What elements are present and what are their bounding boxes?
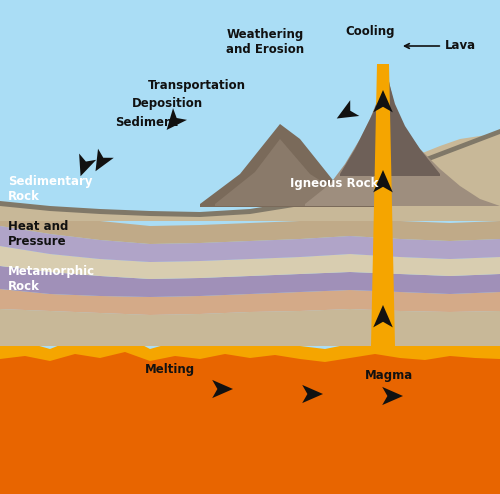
Polygon shape	[382, 387, 403, 405]
Polygon shape	[0, 336, 500, 494]
Text: Weathering
and Erosion: Weathering and Erosion	[226, 28, 304, 56]
Polygon shape	[0, 266, 500, 297]
Polygon shape	[0, 0, 500, 204]
Polygon shape	[373, 305, 393, 328]
Text: Cooling: Cooling	[345, 26, 395, 39]
Text: Melting: Melting	[145, 363, 195, 375]
Polygon shape	[305, 64, 500, 206]
Polygon shape	[96, 149, 114, 171]
Text: Heat and
Pressure: Heat and Pressure	[8, 220, 68, 248]
Polygon shape	[0, 289, 500, 315]
Polygon shape	[79, 154, 96, 176]
Polygon shape	[212, 380, 233, 398]
Text: Sedimentary
Rock: Sedimentary Rock	[8, 175, 92, 203]
Polygon shape	[0, 394, 500, 494]
Text: Lava: Lava	[404, 40, 476, 52]
Text: Igneous Rock: Igneous Rock	[290, 177, 378, 191]
Polygon shape	[373, 170, 393, 192]
Polygon shape	[0, 352, 500, 494]
Polygon shape	[0, 134, 500, 221]
Polygon shape	[0, 309, 500, 346]
Text: Metamorphic
Rock: Metamorphic Rock	[8, 265, 95, 293]
Polygon shape	[0, 204, 500, 244]
Text: Magma: Magma	[365, 370, 413, 382]
Polygon shape	[200, 124, 380, 207]
Polygon shape	[371, 64, 395, 346]
Polygon shape	[0, 364, 500, 494]
Polygon shape	[215, 139, 355, 206]
Polygon shape	[340, 64, 440, 176]
Polygon shape	[0, 0, 500, 204]
Polygon shape	[336, 100, 359, 119]
Polygon shape	[302, 385, 323, 403]
Polygon shape	[0, 226, 500, 262]
Polygon shape	[0, 246, 500, 279]
Text: Deposition: Deposition	[132, 97, 203, 111]
Polygon shape	[373, 90, 393, 113]
Text: Transportation: Transportation	[148, 80, 246, 92]
Polygon shape	[0, 129, 500, 217]
Text: Sediment: Sediment	[115, 116, 178, 128]
Polygon shape	[166, 108, 187, 130]
